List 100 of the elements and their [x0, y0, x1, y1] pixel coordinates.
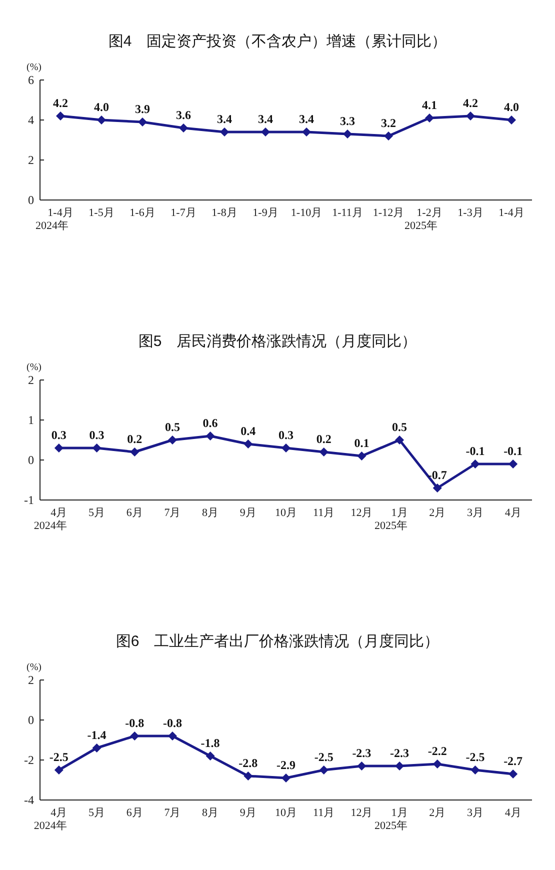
data-label: 3.4 — [217, 112, 232, 126]
x-tick-label: 1-6月 — [130, 207, 156, 219]
data-label: 0.5 — [392, 420, 408, 434]
point — [97, 116, 106, 124]
data-label: -0.7 — [428, 468, 447, 482]
point — [319, 766, 328, 774]
y-tick-label: -2 — [24, 753, 34, 767]
data-label: -2.3 — [352, 746, 372, 760]
point — [282, 444, 290, 452]
x-tick-label: 7月 — [164, 507, 181, 519]
x-tick-label: 8月 — [202, 807, 219, 819]
point — [92, 444, 102, 452]
point — [179, 124, 188, 132]
point — [261, 128, 270, 136]
data-label: 4.1 — [422, 98, 437, 112]
point — [507, 116, 516, 124]
y-axis-title: (%) — [26, 62, 42, 73]
point — [56, 112, 65, 120]
point — [357, 452, 366, 460]
point — [470, 460, 480, 468]
data-label: -1.8 — [200, 736, 220, 750]
point — [244, 772, 253, 780]
data-label: -2.5 — [314, 750, 334, 764]
data-label: 0.4 — [240, 424, 256, 438]
x-tick-label: 7月 — [164, 807, 181, 819]
point — [244, 440, 253, 448]
point — [508, 460, 518, 468]
x-tick-label: 4月 2024年 — [34, 807, 68, 832]
x-tick-label: 5月 — [88, 507, 106, 519]
data-label: -0.8 — [162, 716, 182, 730]
point — [395, 436, 404, 444]
data-label: 3.4 — [258, 112, 273, 126]
x-tick-label: 1-5月 — [88, 207, 114, 219]
x-tick-label: 10月 — [275, 507, 297, 519]
x-tick-label: 1-3月 — [458, 207, 484, 219]
x-tick-label: 4月 2024年 — [34, 507, 68, 532]
x-tick-label: 1-9月 — [252, 207, 278, 219]
x-tick-label: 9月 — [240, 507, 256, 519]
y-tick-label: -1 — [24, 493, 34, 507]
data-label: 4.2 — [53, 96, 68, 110]
x-tick-label: 1-4月 2024年 — [36, 207, 74, 232]
data-label: -2.9 — [276, 758, 296, 772]
data-label: 0.3 — [51, 428, 66, 442]
x-tick-label: 1-7月 — [170, 207, 196, 219]
y-axis-title: (%) — [26, 662, 42, 673]
point — [343, 130, 352, 138]
x-tick-label: 2月 — [429, 807, 446, 819]
data-label: -0.8 — [125, 716, 144, 730]
y-tick-label: 0 — [28, 193, 34, 207]
data-label: -0.1 — [504, 444, 523, 458]
data-label: -2.8 — [238, 756, 258, 770]
point — [92, 744, 102, 752]
point — [282, 774, 290, 782]
data-label: -2.7 — [504, 754, 523, 768]
x-tick-label: 2月 — [429, 507, 446, 519]
y-tick-label: 2 — [28, 153, 34, 167]
x-tick-label: 11月 — [313, 507, 335, 519]
data-label: 0.2 — [316, 432, 332, 446]
point — [130, 448, 140, 456]
x-tick-label: 3月 — [466, 507, 484, 519]
data-label: -0.1 — [466, 444, 485, 458]
data-label: 3.3 — [340, 114, 355, 128]
x-tick-label: 8月 — [202, 507, 219, 519]
point — [425, 114, 434, 122]
x-tick-label: 1-10月 — [290, 207, 322, 219]
point — [54, 444, 64, 452]
x-tick-label: 1月 2025年 — [374, 507, 408, 532]
point — [432, 484, 442, 492]
data-label: 4.0 — [94, 100, 109, 114]
x-tick-label: 4月 — [504, 807, 522, 819]
x-tick-label: 11月 — [313, 807, 335, 819]
x-tick-label: 1-2月 2025年 — [404, 207, 442, 232]
x-tick-label: 5月 — [88, 807, 106, 819]
x-tick-label: 12月 — [350, 807, 373, 819]
point — [168, 436, 177, 444]
data-label: 0.1 — [354, 436, 370, 450]
data-label: -2.5 — [466, 750, 485, 764]
point — [302, 128, 311, 136]
point — [54, 766, 64, 774]
x-tick-label: 1月 2025年 — [374, 807, 408, 832]
x-tick-label: 6月 — [126, 507, 143, 519]
y-axis-title: (%) — [26, 362, 42, 373]
data-label: -2.2 — [428, 744, 447, 758]
point — [384, 132, 393, 140]
data-label: 3.2 — [381, 116, 396, 130]
point — [508, 770, 518, 778]
y-tick-label: -4 — [24, 793, 34, 807]
data-label: 4.0 — [504, 100, 519, 114]
data-label: 0.5 — [164, 420, 180, 434]
data-label: 0.3 — [89, 428, 104, 442]
data-label: 3.6 — [176, 108, 191, 122]
y-tick-label: 1 — [28, 413, 34, 427]
x-tick-label: 10月 — [275, 807, 297, 819]
point — [206, 432, 215, 440]
x-tick-label: 4月 — [504, 507, 522, 519]
data-label: 0.2 — [127, 432, 142, 446]
y-tick-label: 2 — [28, 673, 34, 687]
chart-title: 图5 居民消费价格涨跌情况（月度同比） — [138, 333, 417, 350]
data-label: 0.3 — [278, 428, 294, 442]
x-tick-label: 1-12月 — [372, 207, 404, 219]
